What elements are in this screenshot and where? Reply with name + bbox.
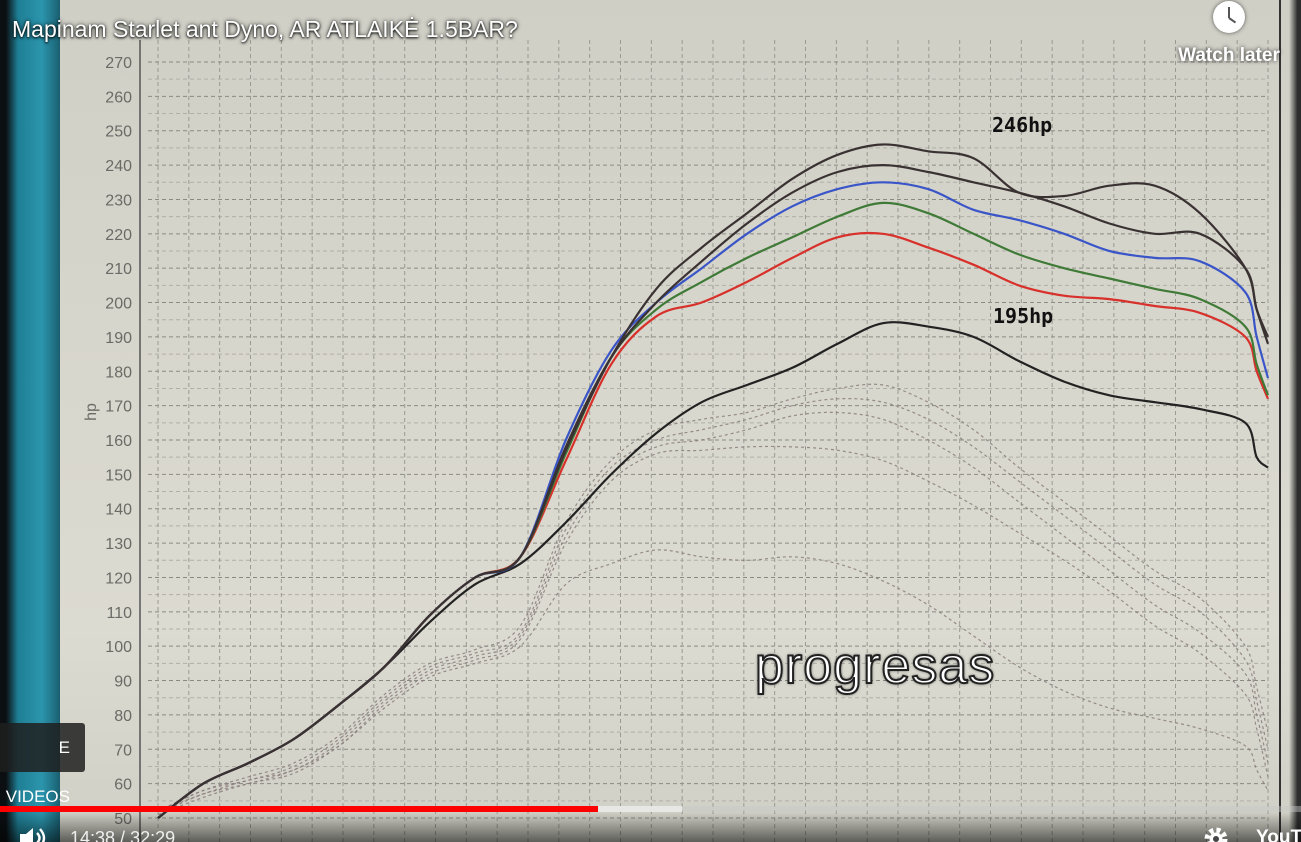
watch-later-label: Watch later <box>1178 45 1280 66</box>
time-separator: / <box>115 828 131 842</box>
y-tick-label: 70 <box>114 742 132 759</box>
y-tick-label: 250 <box>105 124 132 141</box>
y-tick-label: 200 <box>105 296 132 313</box>
y-tick-label: 140 <box>105 502 132 519</box>
player-controls: 14:38 / 32:29 YouT <box>0 812 1301 842</box>
dashed-series-group <box>157 383 1269 816</box>
dashed-series-line <box>157 398 1269 812</box>
time-current: 14:38 <box>70 828 116 842</box>
monitor-bezel <box>0 0 66 842</box>
peak-label-195: 195hp <box>993 304 1053 328</box>
volume-icon[interactable] <box>18 826 48 842</box>
y-tick-label: 90 <box>114 674 132 691</box>
y-tick-label: 100 <box>105 639 132 656</box>
progress-played <box>0 806 599 812</box>
y-tick-label: 170 <box>105 399 132 416</box>
more-videos-button[interactable]: E VIDEOS <box>0 723 85 806</box>
y-tick-label: 230 <box>105 192 132 209</box>
video-title[interactable]: Mapinam Starlet ant Dyno, AR ATLAIKĖ 1.5… <box>12 16 518 42</box>
video-caption: progresas <box>754 636 996 696</box>
series-line <box>157 143 1270 819</box>
dashed-series-line <box>157 445 1269 816</box>
y-tick-label: 260 <box>105 89 132 106</box>
y-tick-label: 220 <box>105 227 132 244</box>
peak-label-246: 246hp <box>992 113 1052 137</box>
y-tick-label: 190 <box>105 330 132 347</box>
y-axis: 270 260 250 240 230 220 210 200 190 180 170 160 150 1… <box>83 55 132 828</box>
dashed-series-line <box>157 549 1269 816</box>
gear-icon[interactable] <box>1203 826 1229 842</box>
annotation-group: 246hp 195hp <box>992 113 1053 328</box>
y-tick-label: 60 <box>114 777 132 794</box>
y-axis-label: hp <box>83 403 100 421</box>
time-display: 14:38 / 32:29 <box>70 828 175 842</box>
dashed-series-line <box>157 383 1269 812</box>
dashed-series-line <box>157 411 1269 812</box>
youtube-logo[interactable]: YouT <box>1256 827 1301 842</box>
progress-bar[interactable] <box>0 806 1301 812</box>
time-total: 32:29 <box>130 828 176 842</box>
y-tick-label: 150 <box>105 467 132 484</box>
series-group <box>157 143 1270 819</box>
y-tick-label: 80 <box>114 708 132 725</box>
y-tick-label: 160 <box>105 433 132 450</box>
y-tick-label: 110 <box>106 605 132 622</box>
y-tick-label: 120 <box>105 570 132 587</box>
y-tick-label: 180 <box>105 364 132 381</box>
y-tick-label: 130 <box>105 536 132 553</box>
chart-grid <box>139 0 1281 842</box>
y-tick-label: 210 <box>105 261 132 278</box>
y-tick-label: 240 <box>105 158 132 175</box>
watch-later-button[interactable]: Watch later <box>1173 0 1285 80</box>
monitor-edge <box>1289 0 1301 842</box>
dyno-screen <box>60 0 1301 842</box>
clock-icon[interactable] <box>1213 1 1245 33</box>
y-tick-label: 270 <box>105 55 132 72</box>
